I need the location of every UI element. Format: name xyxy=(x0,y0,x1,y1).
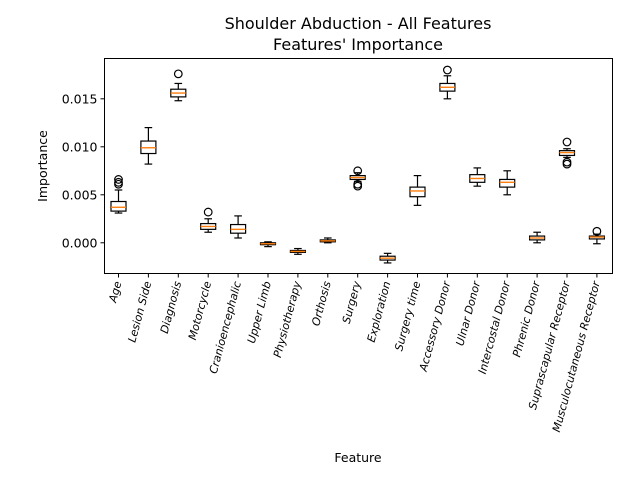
outlier-point xyxy=(353,179,363,189)
x-tick-label: Ulnar Donor xyxy=(453,278,483,347)
iqr-box xyxy=(409,186,426,198)
y-tick-label: 0.015 xyxy=(62,91,98,106)
x-tick-label: Diagnosis xyxy=(158,280,184,335)
x-tick-label: Surgery xyxy=(340,279,364,325)
x-tick-label: Age xyxy=(106,280,124,305)
box-11 xyxy=(439,65,456,100)
box-14 xyxy=(528,231,546,244)
outlier-point xyxy=(443,65,452,75)
box-9 xyxy=(379,252,396,264)
outlier-point xyxy=(114,177,123,187)
outlier-point xyxy=(562,137,572,147)
x-tick-label: Motorcycle xyxy=(186,280,214,342)
box-7 xyxy=(319,237,336,244)
box-4 xyxy=(230,215,247,239)
box-series xyxy=(110,65,606,264)
y-axis: 0.000 0.005 0.010 0.015 xyxy=(62,91,105,250)
box-5 xyxy=(259,241,277,248)
x-tick-label: Intercostal Donor xyxy=(476,278,514,375)
x-tick-label: Physiotherapy xyxy=(271,279,304,359)
y-axis-label: Importance xyxy=(35,130,50,202)
chart-title-line1: Shoulder Abduction - All Features xyxy=(225,14,492,33)
outlier-point xyxy=(562,157,572,167)
box-6 xyxy=(289,247,306,255)
box-2 xyxy=(170,69,187,102)
outlier-point xyxy=(114,175,123,184)
box-1 xyxy=(140,127,157,165)
chart-title-line2: Features' Importance xyxy=(273,35,443,54)
iqr-box xyxy=(110,200,127,212)
y-tick-label: 0.010 xyxy=(62,139,98,154)
x-axis: Age Lesion Side Diagnosis MotorcycleCranioe… xyxy=(106,273,603,433)
plot-frame xyxy=(104,58,613,274)
box-10 xyxy=(409,174,426,206)
outlier-point xyxy=(353,166,363,176)
box-16 xyxy=(588,226,606,245)
x-tick-label: Lesion Side xyxy=(126,280,155,344)
y-tick-label: 0.000 xyxy=(62,235,98,250)
x-tick-label: Surgery time xyxy=(392,280,423,353)
box-12 xyxy=(469,167,486,187)
outlier-point xyxy=(592,226,602,236)
box-8 xyxy=(349,166,366,191)
outlier-point xyxy=(173,69,183,79)
box-3 xyxy=(200,207,217,233)
y-tick-label: 0.005 xyxy=(62,187,98,202)
x-tick-label: Upper Limb xyxy=(245,280,274,345)
x-axis-label: Feature xyxy=(334,450,382,465)
iqr-box xyxy=(499,178,516,188)
outlier-point xyxy=(203,207,213,217)
box-15 xyxy=(558,137,576,169)
box-13 xyxy=(499,170,516,196)
box-0 xyxy=(110,175,127,214)
x-tick-label: Exploration xyxy=(365,280,394,344)
x-tick-label: Orthosis xyxy=(309,280,333,328)
x-tick-label: Accessory Donor xyxy=(417,278,454,373)
x-tick-label: Phrenic Donor xyxy=(510,278,543,358)
x-tick-label: Cranioencephalic xyxy=(207,280,244,375)
